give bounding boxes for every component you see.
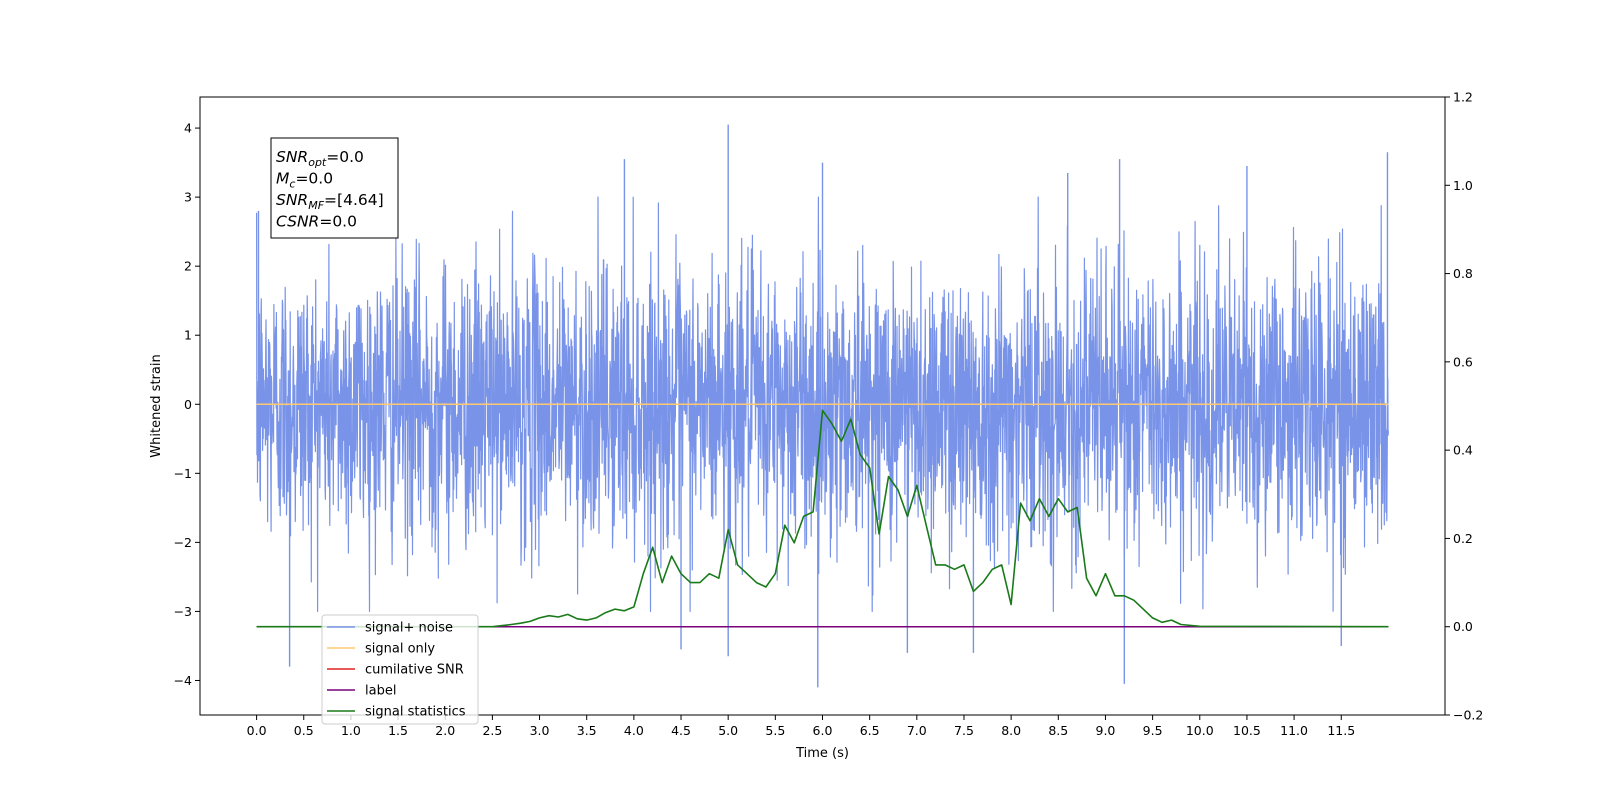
stats-line: Mc=0.0 <box>276 170 333 191</box>
y-left-tick-label: −3 <box>174 604 192 619</box>
x-tick-label: 4.5 <box>671 723 691 738</box>
x-tick-label: 9.0 <box>1096 723 1116 738</box>
y-left-tick-label: 1 <box>184 328 192 343</box>
y-axis-label: Whitened strain <box>149 354 164 457</box>
x-tick-label: 7.5 <box>954 723 974 738</box>
x-tick-label: 8.5 <box>1048 723 1068 738</box>
y-right-tick-label: 1.2 <box>1453 90 1473 105</box>
legend: signal+ noise signal only cumilative SNR la… <box>321 614 479 725</box>
stats-box-frame <box>270 137 399 239</box>
x-tick-label: 10.5 <box>1233 723 1261 738</box>
x-tick-label: 6.5 <box>860 723 880 738</box>
y-left-tick-label: 2 <box>184 259 192 274</box>
y-right-tick-label: 1.0 <box>1453 178 1473 193</box>
y-left-tick-label: −4 <box>174 673 192 688</box>
stats-line: SNRMF=[4.64] <box>276 191 384 212</box>
x-tick-label: 0.5 <box>294 723 314 738</box>
x-axis-label: Time (s) <box>795 746 849 761</box>
x-tick-label: 11.0 <box>1280 723 1308 738</box>
y-left-tick-label: 0 <box>184 397 192 412</box>
legend-frame <box>321 614 479 725</box>
x-tick-label: 8.0 <box>1001 723 1021 738</box>
x-tick-label: 4.0 <box>624 723 644 738</box>
legend-label: signal only <box>365 642 435 657</box>
x-tick-label: 2.5 <box>482 723 502 738</box>
signal-statistics-series <box>256 409 1389 628</box>
x-tick-label: 3.5 <box>577 723 597 738</box>
y-right-tick-label: −0.2 <box>1453 708 1483 723</box>
stats-line: SNRopt=0.0 <box>276 148 364 169</box>
x-tick-label: 10.0 <box>1186 723 1214 738</box>
legend-label: signal statistics <box>365 705 466 720</box>
x-tick-label: 9.5 <box>1143 723 1163 738</box>
y-right-tick-label: 0.0 <box>1453 619 1473 634</box>
x-tick-label: 5.5 <box>765 723 785 738</box>
x-tick-label: 5.0 <box>718 723 738 738</box>
x-tick-label: 6.0 <box>813 723 833 738</box>
y-left-tick-label: 3 <box>184 190 192 205</box>
x-tick-label: 0.0 <box>247 723 267 738</box>
legend-label: signal+ noise <box>365 621 453 636</box>
x-tick-label: 2.0 <box>435 723 455 738</box>
y-right-tick-label: 0.4 <box>1453 443 1473 458</box>
legend-label: cumilative SNR <box>365 663 464 678</box>
x-tick-label: 1.0 <box>341 723 361 738</box>
x-tick-label: 1.5 <box>388 723 408 738</box>
y-right-tick-label: 0.6 <box>1453 354 1473 369</box>
y-right-tick-label: 0.2 <box>1453 531 1473 546</box>
y-right-tick-label: 0.8 <box>1453 266 1473 281</box>
y-left-tick-label: −2 <box>174 535 192 550</box>
stats-line: CSNR=0.0 <box>276 213 357 231</box>
y-left-tick-label: −1 <box>174 466 192 481</box>
legend-label: label <box>365 684 396 699</box>
x-tick-label: 3.0 <box>530 723 550 738</box>
x-tick-label: 11.5 <box>1327 723 1355 738</box>
x-tick-label: 7.0 <box>907 723 927 738</box>
signal-noise-series <box>256 124 1389 688</box>
y-left-tick-label: 4 <box>184 121 192 136</box>
